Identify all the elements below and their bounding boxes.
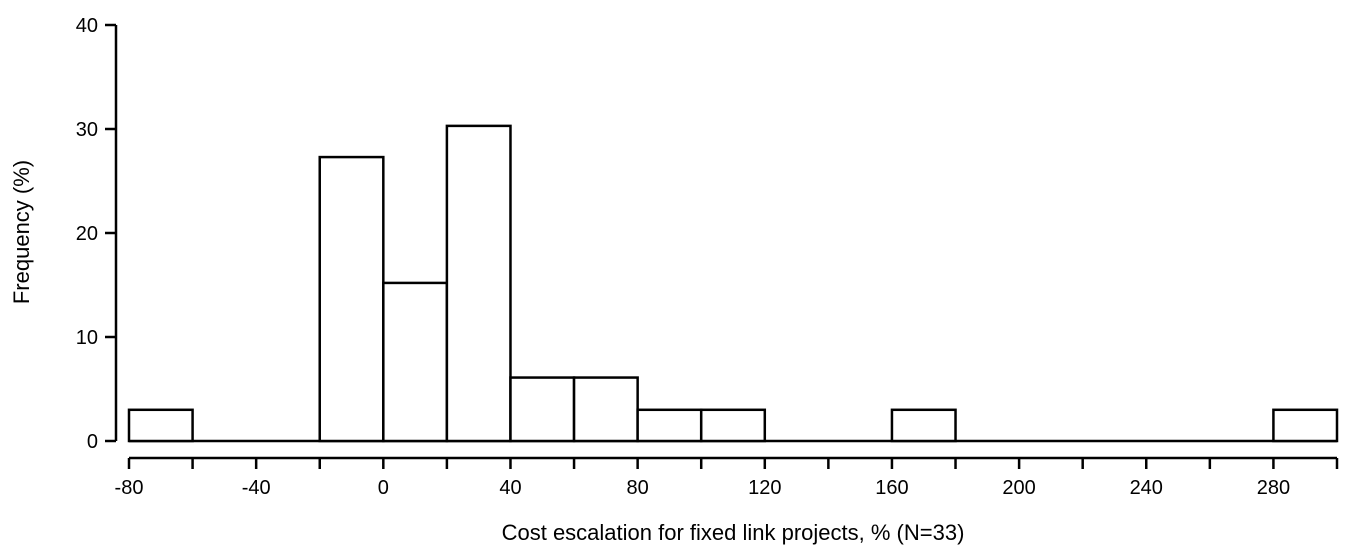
x-tick-label: 280	[1257, 477, 1290, 499]
histogram-bar	[572, 376, 639, 443]
y-tick-label: 40	[76, 15, 98, 37]
histogram-bar	[127, 408, 194, 443]
y-tick-label: 10	[76, 327, 98, 349]
x-axis-ticks: -80 -40 0 40 80 120 160 200 240 280	[115, 458, 1339, 499]
histogram-bar	[445, 124, 512, 443]
x-axis-title: Cost escalation for fixed link projects,…	[502, 520, 965, 545]
x-tick-label: 40	[499, 477, 521, 499]
histogram-bar	[382, 281, 449, 443]
x-tick-label: 80	[627, 477, 649, 499]
y-axis-ticks: 0 10 20 30 40	[76, 15, 116, 453]
y-tick-label: 30	[76, 119, 98, 141]
x-tick-label: 0	[378, 477, 389, 499]
histogram-bar	[636, 408, 703, 443]
x-tick-label: -80	[115, 477, 144, 499]
x-tick-label: 240	[1130, 477, 1163, 499]
histogram-bar	[1272, 408, 1339, 443]
histogram-bar	[890, 408, 957, 443]
x-tick-label: 120	[748, 477, 781, 499]
histogram-bar	[509, 376, 576, 443]
x-tick-label: -40	[242, 477, 271, 499]
x-tick-label: 160	[875, 477, 908, 499]
histogram-bar	[699, 408, 767, 443]
histogram-bar	[318, 155, 385, 443]
y-axis-title: Frequency (%)	[9, 160, 34, 304]
bars-layer	[127, 124, 1339, 443]
y-tick-label: 20	[76, 223, 98, 245]
y-tick-label: 0	[87, 431, 98, 453]
x-tick-label: 200	[1002, 477, 1035, 499]
